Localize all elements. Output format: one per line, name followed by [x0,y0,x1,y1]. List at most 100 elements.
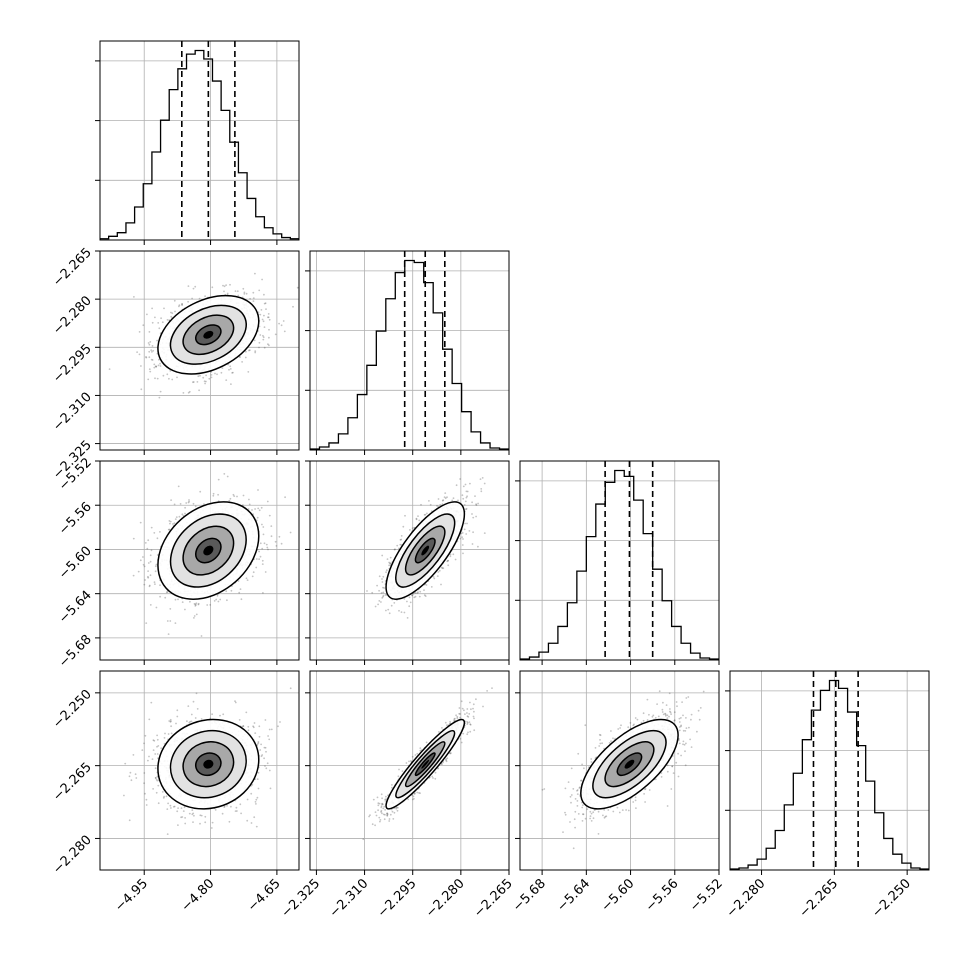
panel-frame [99,250,300,451]
scatter-point [226,599,228,602]
scatter-point [265,308,267,310]
scatter-point [197,602,200,605]
scatter-point [382,595,384,598]
scatter-point [378,575,381,578]
scatter-point [226,292,229,295]
scatter-point [156,554,159,556]
scatter-point [247,508,250,510]
scatter-point [145,356,147,358]
scatter-point [411,594,414,597]
scatter-point [399,539,402,541]
scatter-point [262,526,265,528]
scatter-point [203,380,206,383]
scatter-point [432,576,435,578]
scatter-point [408,605,411,608]
scatter-point [414,595,417,598]
scatter-point [440,566,443,569]
scatter-point [136,351,139,353]
scatter-point [417,591,419,594]
scatter-point [148,585,151,588]
scatter-point [267,343,269,346]
scatter-point [420,503,422,506]
scatter-point [144,542,147,544]
scatter-point [447,559,449,562]
scatter-point [253,339,256,342]
scatter-point [192,812,195,815]
scatter-point [274,333,277,336]
scatter-point [444,492,447,494]
scatter-point [246,819,249,822]
scatter-point [188,721,191,724]
scatter-point [462,485,465,488]
scatter-point [260,309,263,311]
scatter-point [380,601,382,603]
scatter-point [169,608,172,610]
scatter-point [189,600,191,603]
scatter-point [292,305,294,308]
scatter-point [164,732,166,735]
scatter-point [263,746,266,749]
scatter-point [462,552,464,555]
scatter-point [168,528,171,531]
scatter-point [475,503,477,506]
panel-2-2 [515,460,720,665]
scatter-point [177,598,179,601]
scatter-point [443,496,446,498]
scatter-point [437,571,440,573]
scatter-point [267,548,269,551]
scatter-point [232,371,234,374]
scatter-point [169,522,171,525]
scatter-point [198,297,201,300]
scatter-point [184,822,187,825]
scatter-point [259,334,262,336]
histogram-2 [520,469,719,660]
scatter-point [228,368,230,371]
scatter-point [150,349,153,352]
scatter-point [261,318,264,321]
scatter-point [174,622,177,624]
scatter-point [251,575,254,578]
scatter-point [465,496,468,499]
scatter-point [461,544,464,546]
scatter-point [225,379,228,381]
scatter-point [199,374,201,377]
scatter-point [253,816,256,819]
scatter-point [366,590,368,592]
scatter-point [263,302,266,305]
scatter-point [149,560,152,563]
scatter-point [424,513,427,516]
scatter-point [242,287,245,290]
scatter-point [151,307,154,310]
scatter-point [459,478,461,480]
scatter-point [175,516,178,518]
scatter-point [211,821,214,824]
scatter-point [204,821,207,824]
scatter-point [192,700,195,703]
scatter-point [262,334,264,337]
scatter-point [382,591,385,594]
scatter-point [170,311,172,314]
scatter-point [376,584,378,587]
scatter-point [439,504,442,506]
scatter-point [181,601,184,603]
scatter-point [270,525,273,527]
scatter-point [232,493,235,496]
scatter-point [169,620,172,622]
scatter-point [248,349,250,352]
scatter-point [234,701,237,704]
scatter-point [140,388,143,391]
scatter-point [389,562,392,564]
scatter-point [389,556,392,559]
scatter-point [152,788,155,790]
grid [100,41,299,240]
scatter-point [139,559,142,562]
panel-frame [309,250,510,451]
scatter-point [275,545,278,547]
scatter-point [156,734,159,737]
scatter-point [199,490,202,493]
scatter-point [223,290,225,293]
scatter-point [173,503,176,506]
scatter-point [270,535,273,538]
scatter-point [399,543,402,546]
scatter-point [161,321,164,324]
